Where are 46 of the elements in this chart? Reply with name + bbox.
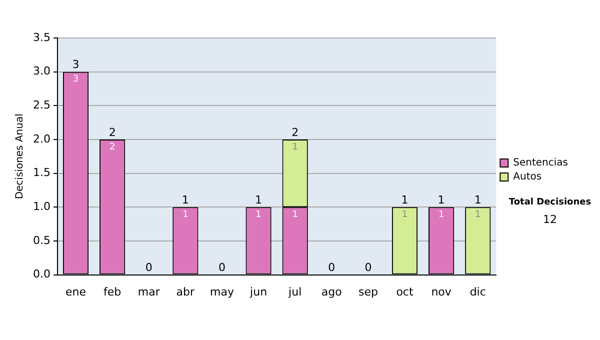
total-label: 0 [364, 261, 372, 274]
total-label: 0 [218, 261, 226, 274]
total-label: 0 [328, 261, 336, 274]
text: 12 [543, 212, 557, 226]
total-label: 1 [255, 194, 262, 206]
total-label: 1 [438, 194, 445, 206]
x-tick-label: ago [321, 285, 342, 298]
legend-label: Autos [513, 172, 542, 183]
data-label: 1 [292, 142, 298, 152]
data-label: 1 [292, 210, 298, 220]
x-tick-label: oct [396, 285, 414, 298]
x-tick-label: nov [431, 285, 452, 298]
total-label: 2 [292, 126, 299, 139]
data-label: 1 [402, 210, 408, 220]
x-tick-label: ene [66, 285, 86, 298]
x-tick-label: mar [138, 285, 160, 298]
y-tick-label: 0.5 [32, 234, 50, 247]
y-axis-title: Decisiones Anual [14, 114, 26, 200]
x-tick-label: sep [358, 285, 378, 298]
x-tick-label: jun [249, 285, 268, 298]
y-tick-label: 1.0 [32, 200, 50, 213]
text: Total Decisiones [508, 197, 592, 208]
total-label: 1 [182, 194, 189, 206]
x-tick-label: dic [470, 285, 486, 298]
x-tick-label: abr [176, 285, 196, 298]
data-label: 2 [109, 142, 116, 152]
data-label: 1 [182, 210, 188, 220]
y-tick-label: 3.5 [32, 30, 50, 44]
y-tick-label: 2.0 [32, 132, 50, 146]
y-tick-label: 0.0 [32, 268, 50, 281]
data-label: 3 [72, 74, 79, 85]
total-label: 0 [145, 261, 152, 274]
x-tick-label: feb [104, 285, 122, 298]
data-label: 1 [256, 210, 262, 220]
y-tick-label: 3.0 [32, 64, 50, 78]
legend-label: Sentencias [513, 158, 568, 169]
data-label: 1 [438, 210, 444, 220]
total-label: 1 [401, 194, 408, 206]
y-tick-label: 2.5 [32, 98, 50, 112]
x-tick-label: may [210, 285, 234, 298]
x-tick-label: jul [288, 285, 302, 298]
total-label: 3 [72, 58, 80, 72]
total-label: 1 [474, 194, 482, 206]
y-tick-label: 1.5 [32, 166, 50, 180]
total-label: 2 [108, 126, 116, 139]
data-label: 1 [474, 210, 481, 220]
